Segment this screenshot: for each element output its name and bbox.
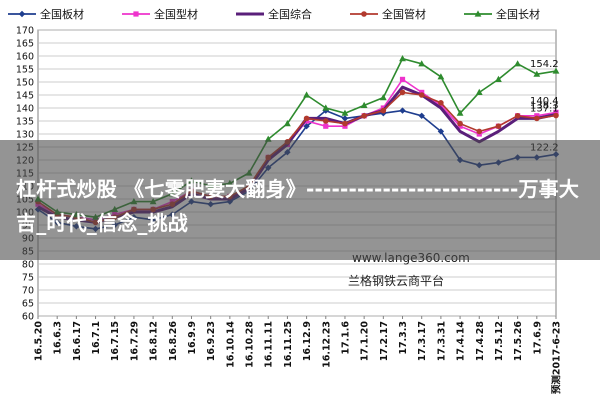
data-point [379,94,387,101]
data-point [303,91,310,98]
data-point [418,92,425,98]
y-tick-label: 75 [22,273,34,284]
data-point [438,100,444,106]
data-point [457,120,463,127]
data-point [323,123,329,129]
banner-overlay [0,140,600,260]
series-end-label: 137.1 [530,104,559,115]
y-tick-label: 170 [16,26,34,37]
x-tick-label: 17.3.3 [398,321,409,355]
x-tick-label: 16.12.23 [321,321,332,368]
data-point [361,11,367,17]
x-tick-label: 16.12.9 [302,321,313,361]
data-point [303,115,310,122]
y-tick-label: 155 [16,65,34,76]
data-point [553,112,559,119]
extra-value-label: 140.4 [530,96,559,107]
y-tick-label: 130 [16,130,34,141]
series-end-label: 154.2 [530,59,559,70]
data-point [341,115,349,122]
data-point [514,113,521,119]
x-tick-label: 17.1.6 [340,321,351,355]
data-point [418,60,426,67]
data-point [476,128,483,135]
x-tick-label: 17.6.9 [532,321,543,355]
legend-label: 全国长材 [496,7,540,21]
data-point [456,109,464,116]
data-point [474,10,482,17]
x-tick-label: 17.5.12 [494,321,505,361]
data-point [553,109,559,116]
data-point [514,60,522,67]
data-point [399,107,406,114]
y-tick-label: 60 [22,312,34,323]
data-point [380,107,387,114]
data-point [495,123,502,129]
x-tick-label: 17.2.17 [379,321,390,361]
data-point [552,67,560,74]
x-tick-label: 16.8.26 [168,321,179,362]
data-point [399,89,406,96]
data-point [495,75,502,82]
data-point [341,109,349,116]
data-point [533,70,541,77]
x-tick-label: 16.10.28 [245,321,256,368]
x-tick-label: 16.5.20 [34,321,45,362]
x-tick-label: 16.6.3 [53,321,64,355]
data-point [399,55,406,62]
y-tick-label: 70 [22,286,34,297]
data-point [437,128,445,135]
data-point [534,115,540,122]
data-point [418,112,425,119]
data-point [322,104,330,111]
data-point [399,76,406,82]
x-tick-label: 16.6.17 [72,321,83,361]
data-point [361,113,367,119]
y-tick-label: 145 [16,91,34,102]
data-point [475,88,483,95]
x-tick-label: 16.11.25 [283,321,294,368]
data-point [18,10,26,18]
data-point [437,73,445,80]
data-point [360,101,368,108]
legend-label: 全国型材 [154,7,198,21]
data-point [342,120,348,127]
x-tick-label: 16.7.1 [91,321,102,355]
x-tick-label: 预测2017-6-23 [551,321,563,394]
legend: 全国板材 全国型材 全国综合 全国管材 全国长材 [8,7,540,21]
x-tick-label: 17.1.20 [360,321,371,362]
x-tick-label: 16.7.15 [110,321,121,361]
legend-label: 全国综合 [268,7,312,21]
legend-label: 全国管材 [382,7,426,21]
x-tick-label: 16.10.14 [225,321,236,368]
x-tick-label: 16.9.9 [187,321,198,355]
x-tick-label: 17.4.28 [475,321,486,362]
data-point [133,11,139,17]
x-tick-label: 16.8.12 [149,321,160,361]
x-tick-label: 16.9.23 [206,321,217,361]
x-tick-label: 17.4.14 [456,321,467,362]
y-tick-label: 140 [16,104,34,115]
data-point [322,118,329,124]
y-tick-label: 160 [16,52,34,63]
y-tick-label: 80 [22,260,34,271]
banner-headline[interactable]: 杠杆式炒股 《七零肥妻大翻身》-------------------------… [16,177,580,235]
x-tick-label: 16.11.11 [264,321,275,368]
y-tick-label: 150 [16,78,34,89]
x-tick-label: 17.3.31 [436,321,447,361]
data-point [303,123,310,130]
x-tick-label: 17.5.26 [513,321,524,362]
y-tick-label: 165 [16,39,34,50]
y-tick-label: 65 [22,299,34,310]
x-tick-label: 17.3.17 [417,321,428,361]
watermark-name: 兰格钢铁云商平台 [348,273,444,288]
data-point [284,120,291,127]
y-tick-label: 135 [16,117,34,128]
x-tick-label: 16.7.29 [129,321,140,361]
legend-label: 全国板材 [40,7,84,21]
series-end-label: 138.3 [530,100,559,111]
